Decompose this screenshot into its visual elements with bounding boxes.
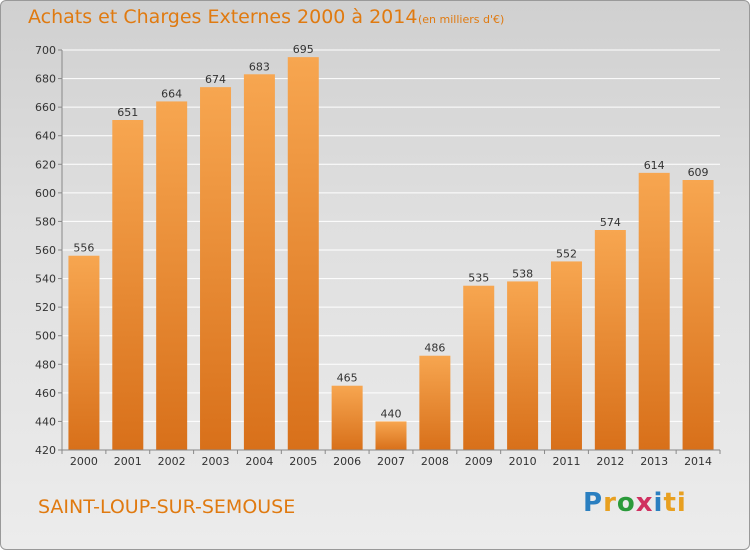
data-label-2012: 574 [600,216,621,229]
bar-2011 [550,261,582,450]
data-label-2014: 609 [688,166,709,179]
x-tick-label-2001: 2001 [114,455,142,468]
data-label-2013: 614 [644,159,665,172]
y-tick-label: 440 [35,415,56,428]
bar-2008 [419,355,451,450]
y-tick-label: 580 [35,215,56,228]
y-tick-label: 460 [35,387,56,400]
y-tick-label: 700 [35,44,56,57]
x-tick-label-2005: 2005 [289,455,317,468]
x-tick-label-2006: 2006 [333,455,361,468]
y-tick-label: 540 [35,273,56,286]
proxiti-logo: Proxiti [583,488,687,518]
bar-2004 [243,74,275,451]
data-label-2008: 486 [424,342,445,355]
chart-unit: (en milliers d'€) [418,13,505,26]
bar-2013 [638,172,670,450]
x-tick-label-2011: 2011 [552,455,580,468]
y-axis: 420 440 460 480 500 520 540 560 580 600 620 640 660 6… [35,44,63,457]
x-tick-label-2013: 2013 [640,455,668,468]
y-tick-label: 680 [35,73,56,86]
x-tick-label-2014: 2014 [684,455,712,468]
bar-2009 [463,285,495,450]
data-label-2001: 651 [117,106,138,119]
x-tick-label-2003: 2003 [202,455,230,468]
y-tick-label: 420 [35,444,56,457]
y-tick-label: 560 [35,244,56,257]
data-label-2009: 535 [468,272,489,285]
bar-2005 [287,57,319,451]
data-label-2011: 552 [556,247,577,260]
bar-2001 [112,120,144,450]
x-tick-label-2008: 2008 [421,455,449,468]
data-label-2002: 664 [161,87,182,100]
bar-2006 [331,385,363,450]
y-tick-label: 600 [35,187,56,200]
bar-2002 [156,101,188,450]
y-tick-label: 660 [35,101,56,114]
y-tick-label: 520 [35,301,56,314]
x-tick-label-2000: 2000 [70,455,98,468]
x-tick-label-2007: 2007 [377,455,405,468]
bar-2003 [200,87,232,451]
y-tick-label: 480 [35,358,56,371]
data-label-2000: 556 [73,242,94,255]
y-tick-label: 640 [35,130,56,143]
bar-2014 [682,180,714,450]
chart-title: Achats et Charges Externes 2000 à 2014 [28,6,418,28]
x-tick-label-2012: 2012 [596,455,624,468]
data-label-2004: 683 [249,60,270,73]
commune-name: SAINT-LOUP-SUR-SEMOUSE [38,496,296,518]
data-label-2010: 538 [512,267,533,280]
data-label-2007: 440 [381,407,402,420]
y-tick-label: 500 [35,330,56,343]
y-tick-label: 620 [35,158,56,171]
x-axis: 2000 2001 2002 2003 2004 2005 2006 2007 2008 2009… [61,449,721,468]
x-tick-label-2002: 2002 [158,455,186,468]
bar-2007 [375,421,407,450]
bar-2000 [68,255,100,450]
bar-2010 [507,281,539,450]
data-label-2003: 674 [205,73,226,86]
bars: 556 651 664 674 683 695 465 440 486 535 538 552 574 6… [68,43,714,451]
x-tick-label-2004: 2004 [245,455,273,468]
bar-2012 [594,230,626,450]
x-tick-label-2009: 2009 [465,455,493,468]
x-tick-label-2010: 2010 [509,455,537,468]
data-label-2005: 695 [293,43,314,56]
data-label-2006: 465 [337,372,358,385]
